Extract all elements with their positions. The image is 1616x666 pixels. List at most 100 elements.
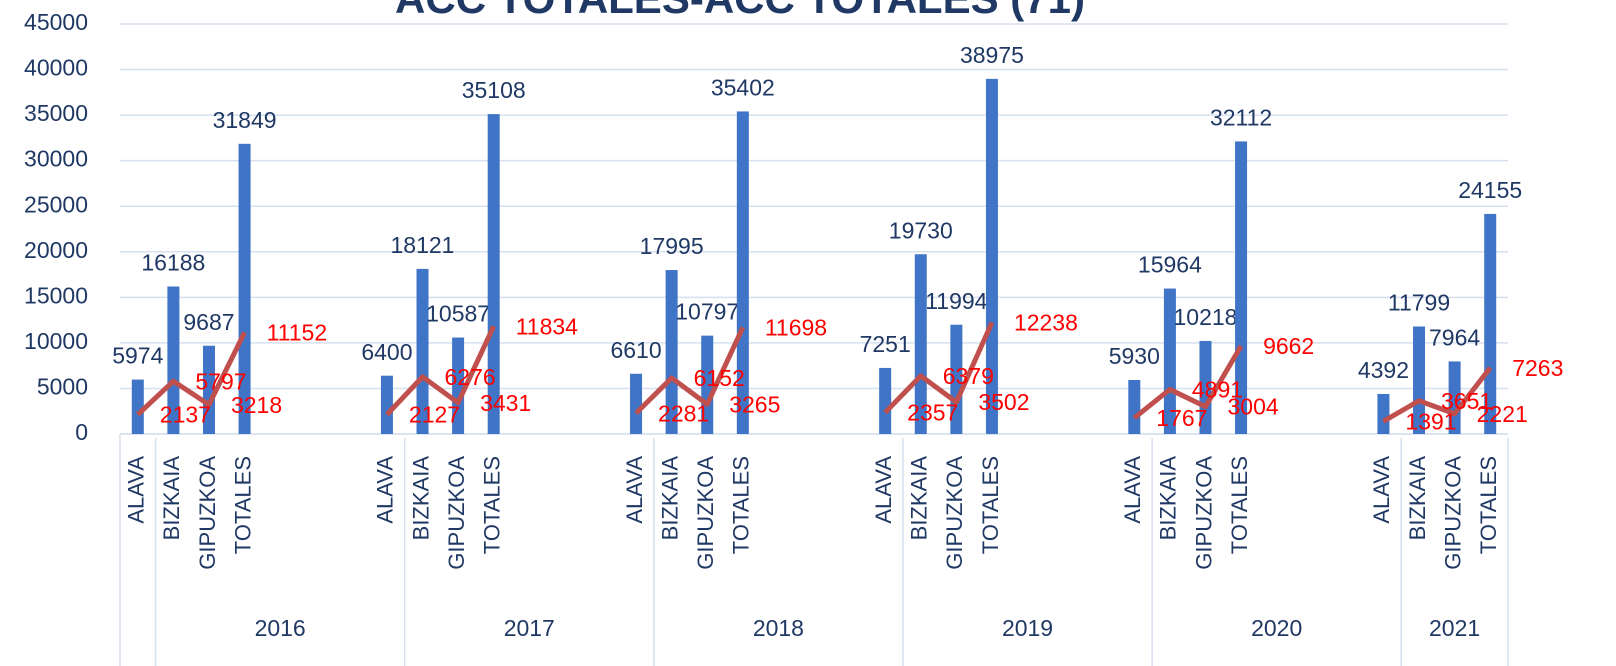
line-value-label: 3218 — [231, 392, 282, 418]
bar-value-label: 5974 — [112, 343, 163, 369]
bar-value-label: 10218 — [1174, 304, 1238, 330]
bar — [167, 286, 180, 434]
y-tick-label: 15000 — [24, 282, 88, 308]
bar-value-label: 35402 — [711, 75, 775, 101]
group-label: 2018 — [753, 615, 804, 641]
bar-value-label: 11994 — [925, 288, 987, 314]
bar — [416, 268, 429, 434]
line-value-label: 3265 — [729, 391, 780, 417]
line-series — [1132, 344, 1244, 420]
bar — [487, 114, 500, 435]
bar — [1377, 393, 1390, 434]
bar — [380, 375, 393, 434]
bar — [1235, 141, 1248, 434]
bar-value-label: 11799 — [1388, 290, 1450, 316]
bar-value-label: 5930 — [1109, 343, 1160, 369]
x-tick-label: GIPUZKOA — [1191, 456, 1216, 570]
x-tick-label: ALAVA — [622, 456, 647, 524]
bar-value-label: 16188 — [141, 250, 205, 276]
bar-value-label: 6610 — [610, 337, 661, 363]
y-tick-label: 45000 — [24, 9, 88, 35]
line-value-label: 6276 — [445, 364, 496, 390]
bar-value-label: 7964 — [1429, 325, 1480, 351]
line-value-label: 2357 — [907, 400, 958, 426]
y-tick-label: 5000 — [37, 374, 88, 400]
line-series — [385, 325, 496, 417]
bar — [131, 379, 144, 434]
chart-title: ACC TOTALES-ACC TOTALES (71) — [395, 0, 1085, 22]
line-value-label: 1767 — [1156, 405, 1207, 431]
line-value-label: 11698 — [765, 314, 827, 340]
bar-value-label: 18121 — [391, 232, 455, 258]
x-tick-label: TOTALES — [1476, 456, 1501, 554]
line-value-label: 4891 — [1192, 377, 1243, 403]
x-tick-label: ALAVA — [373, 456, 398, 524]
line-value-label: 12238 — [1014, 310, 1078, 336]
x-tick-label: TOTALES — [480, 456, 505, 554]
bar — [950, 324, 963, 434]
bar-value-label: 17995 — [640, 233, 704, 259]
line-value-label: 11152 — [267, 319, 328, 345]
x-tick-label: ALAVA — [124, 456, 149, 524]
bar — [630, 373, 643, 434]
line-value-label: 2221 — [1477, 401, 1528, 427]
group-label: 2019 — [1002, 615, 1053, 641]
x-tick-label: BIZKAIA — [159, 456, 184, 541]
line-value-label: 2127 — [409, 402, 460, 428]
bar — [1128, 379, 1141, 434]
line-value-label: 3004 — [1227, 394, 1278, 420]
line-value-label: 6152 — [694, 365, 745, 391]
bar-value-label: 4392 — [1358, 357, 1409, 383]
bar — [1163, 288, 1176, 434]
line-value-label: 2137 — [160, 402, 211, 428]
bar-value-label: 19730 — [889, 217, 953, 243]
bar-value-label: 31849 — [213, 107, 277, 133]
x-tick-label: BIZKAIA — [1405, 456, 1430, 541]
y-tick-label: 40000 — [24, 55, 88, 81]
bar — [665, 270, 678, 434]
x-tick-label: BIZKAIA — [657, 456, 682, 541]
y-tick-label: 10000 — [24, 328, 88, 354]
bar — [1413, 326, 1426, 434]
x-tick-label: ALAVA — [871, 456, 896, 524]
bar-value-label: 38975 — [960, 42, 1024, 68]
bar — [1199, 340, 1212, 434]
bar-value-label: 10587 — [426, 301, 490, 327]
y-tick-label: 20000 — [24, 237, 88, 263]
bar — [985, 78, 998, 435]
line-series — [136, 331, 247, 417]
group-label: 2021 — [1429, 615, 1480, 641]
group-label: 2016 — [255, 615, 306, 641]
bar — [701, 335, 714, 434]
bar — [1484, 213, 1497, 434]
x-tick-label: GIPUZKOA — [1440, 456, 1465, 570]
bar-value-label: 15964 — [1138, 252, 1202, 278]
bar — [879, 367, 892, 434]
line-value-label: 3431 — [480, 390, 531, 416]
line-value-label: 7263 — [1512, 355, 1563, 381]
bar-value-label: 9687 — [183, 309, 234, 335]
bar-value-label: 10797 — [675, 299, 739, 325]
bar — [1448, 361, 1461, 434]
line-value-label: 2281 — [658, 400, 709, 426]
bar — [202, 345, 215, 434]
bar-value-label: 35108 — [462, 77, 526, 103]
x-tick-label: TOTALES — [729, 456, 754, 554]
line-series — [883, 321, 995, 415]
line-value-label: 6379 — [943, 363, 994, 389]
group-label: 2017 — [504, 615, 555, 641]
y-tick-label: 0 — [75, 419, 88, 445]
bar-value-label: 24155 — [1458, 177, 1522, 203]
group-label: 2020 — [1251, 615, 1302, 641]
x-tick-label: ALAVA — [1369, 456, 1394, 524]
x-tick-label: GIPUZKOA — [942, 456, 967, 570]
line-value-label: 1391 — [1405, 408, 1456, 434]
x-tick-label: GIPUZKOA — [444, 456, 469, 570]
x-tick-label: TOTALES — [978, 456, 1003, 554]
x-tick-label: BIZKAIA — [408, 456, 433, 541]
bar-value-label: 32112 — [1210, 105, 1272, 131]
x-tick-label: ALAVA — [1120, 456, 1145, 524]
x-tick-label: GIPUZKOA — [195, 456, 220, 570]
bar — [914, 254, 927, 434]
line-value-label: 5797 — [195, 368, 246, 394]
